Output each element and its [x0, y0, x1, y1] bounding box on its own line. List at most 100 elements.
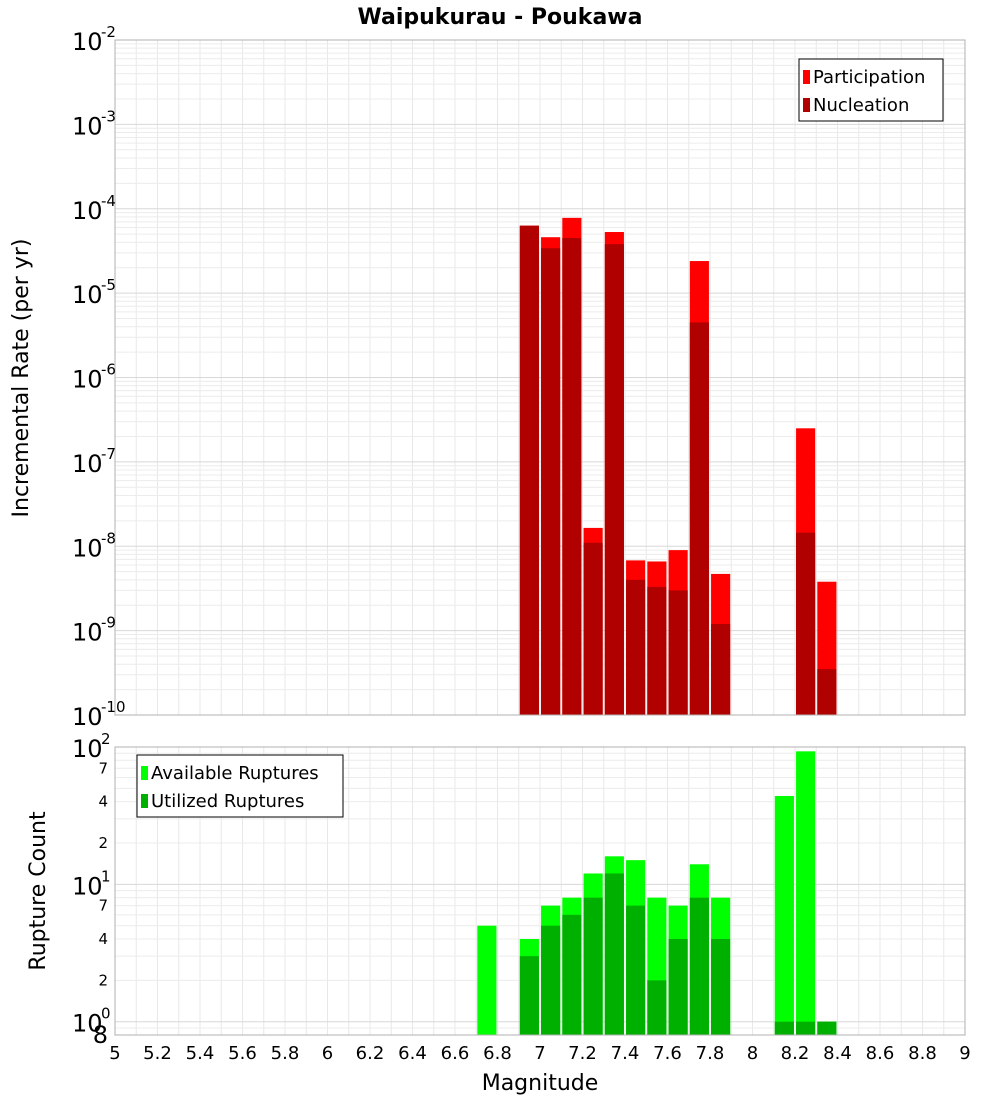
x-tick: 7.6	[653, 1043, 682, 1064]
x-tick: 8.8	[908, 1043, 937, 1064]
bottom-legend-label: Available Ruptures	[151, 763, 319, 784]
bottom-y-minor-tick: 8	[93, 1021, 108, 1049]
top-bar-b	[668, 590, 688, 715]
x-tick: 8.4	[823, 1043, 852, 1064]
x-tick: 6.2	[356, 1043, 385, 1064]
bottom-bar-b	[562, 914, 582, 1035]
x-tick: 8.2	[781, 1043, 810, 1064]
bottom-y-tick: 100	[72, 1005, 111, 1038]
top-bar-b	[626, 579, 646, 715]
x-tick: 9	[959, 1043, 970, 1064]
bottom-y-tick: 102	[72, 730, 111, 763]
top-y-tick: 10-2	[72, 23, 116, 56]
bottom-y-minor-tick: 4	[98, 930, 108, 948]
bottom-legend: Available Ruptures Utilized Ruptures	[136, 754, 344, 818]
bottom-bar-b	[689, 897, 709, 1035]
top-y-tick: 10-5	[72, 276, 116, 309]
top-bar-b	[711, 623, 731, 715]
x-tick-labels: 5 5.2 5.4 5.6 5.8 6 6.2 6.4 6.6 6.8 7 7.2 7.4 7.6 7.8 8…	[109, 1043, 970, 1064]
top-y-tick-exponent: -10	[101, 698, 126, 716]
bottom-bar-b	[817, 1021, 837, 1035]
bottom-y-minor-tick: 4	[98, 793, 108, 811]
bottom-bars	[477, 751, 837, 1035]
x-tick: 6	[322, 1043, 333, 1064]
top-y-tick: 10-9	[72, 614, 116, 647]
top-y-tick-exponent: -5	[101, 276, 116, 294]
bottom-bar-b	[604, 873, 624, 1035]
x-tick: 6.4	[398, 1043, 427, 1064]
x-tick: 7.4	[611, 1043, 640, 1064]
bottom-y-tick: 101	[72, 867, 111, 900]
bottom-y-axis-label: Rupture Count	[26, 811, 51, 971]
top-y-axis-label: Incremental Rate (per yr)	[9, 239, 34, 518]
x-tick: 7.8	[696, 1043, 725, 1064]
top-y-tick-exponent: -6	[101, 361, 116, 379]
bottom-y-minor-tick: 2	[98, 834, 108, 852]
top-y-tick-base: 10	[72, 112, 103, 140]
bottom-y-minor-tick: 7	[98, 897, 108, 915]
bottom-bar-b	[668, 939, 688, 1035]
bottom-y-minor-tick: 7	[98, 759, 108, 777]
top-y-tick-exponent: -7	[101, 445, 116, 463]
bottom-y-tick-base: 10	[72, 872, 103, 900]
top-y-tick-exponent: -8	[101, 529, 116, 547]
top-y-tick-base: 10	[72, 619, 103, 647]
bottom-bar-b	[583, 897, 603, 1035]
x-tick: 5.4	[186, 1043, 215, 1064]
x-tick: 6.8	[483, 1043, 512, 1064]
top-y-tick-base: 10	[72, 28, 103, 56]
x-tick: 7	[534, 1043, 545, 1064]
top-bar-b	[689, 322, 709, 715]
bottom-y-tick-base: 10	[72, 735, 103, 763]
top-y-tick-exponent: -2	[101, 23, 116, 41]
bottom-legend-box	[136, 754, 344, 818]
x-axis-label: Magnitude	[482, 1071, 599, 1096]
top-y-tick: 10-4	[72, 192, 116, 225]
bottom-y-tick-exponent: 2	[101, 730, 111, 748]
bottom-bar-b	[711, 939, 731, 1035]
x-tick: 8.6	[866, 1043, 895, 1064]
top-legend: Participation Nucleation	[798, 58, 944, 122]
top-legend-label: Participation	[813, 67, 925, 88]
top-bar-b	[562, 238, 582, 715]
x-tick: 5	[109, 1043, 120, 1064]
bottom-bar-a	[796, 751, 816, 1035]
top-bars	[519, 217, 837, 716]
x-tick: 8	[747, 1043, 758, 1064]
top-y-tick: 10-8	[72, 529, 116, 562]
top-y-tick: 10-6	[72, 361, 116, 394]
bottom-legend-label: Utilized Ruptures	[151, 791, 304, 812]
top-bar-b	[647, 586, 667, 715]
bottom-bar-b	[519, 956, 539, 1035]
x-tick: 5.6	[228, 1043, 257, 1064]
top-bar-b	[796, 532, 816, 715]
bottom-bar-b	[647, 980, 667, 1035]
bottom-legend-swatch	[141, 794, 148, 808]
top-y-tick-base: 10	[72, 197, 103, 225]
top-y-tick: 10-7	[72, 445, 116, 478]
top-bar-b	[541, 248, 561, 715]
top-legend-box	[798, 58, 944, 122]
bottom-bar-a	[477, 925, 497, 1035]
top-plot-border	[114, 39, 966, 716]
x-tick: 5.8	[271, 1043, 300, 1064]
top-y-tick-base: 10	[72, 703, 103, 731]
bottom-y-tick-exponent: 1	[101, 867, 111, 885]
top-y-tick-base: 10	[72, 366, 103, 394]
bottom-bar-b	[774, 1021, 794, 1035]
top-bar-b	[817, 669, 837, 715]
bottom-plot-border	[114, 746, 966, 1036]
bottom-y-tick-exponent: 0	[101, 1005, 111, 1023]
bottom-y-tick-base: 10	[72, 1010, 103, 1038]
top-gridlines	[114, 40, 966, 716]
top-legend-swatch	[803, 70, 810, 84]
x-tick: 5.2	[143, 1043, 172, 1064]
top-bar-b	[583, 542, 603, 715]
top-legend-swatch	[803, 98, 810, 112]
bottom-bar-b	[796, 1021, 816, 1035]
bottom-y-minor-tick: 2	[98, 971, 108, 989]
top-y-tick: 10-3	[72, 107, 116, 140]
